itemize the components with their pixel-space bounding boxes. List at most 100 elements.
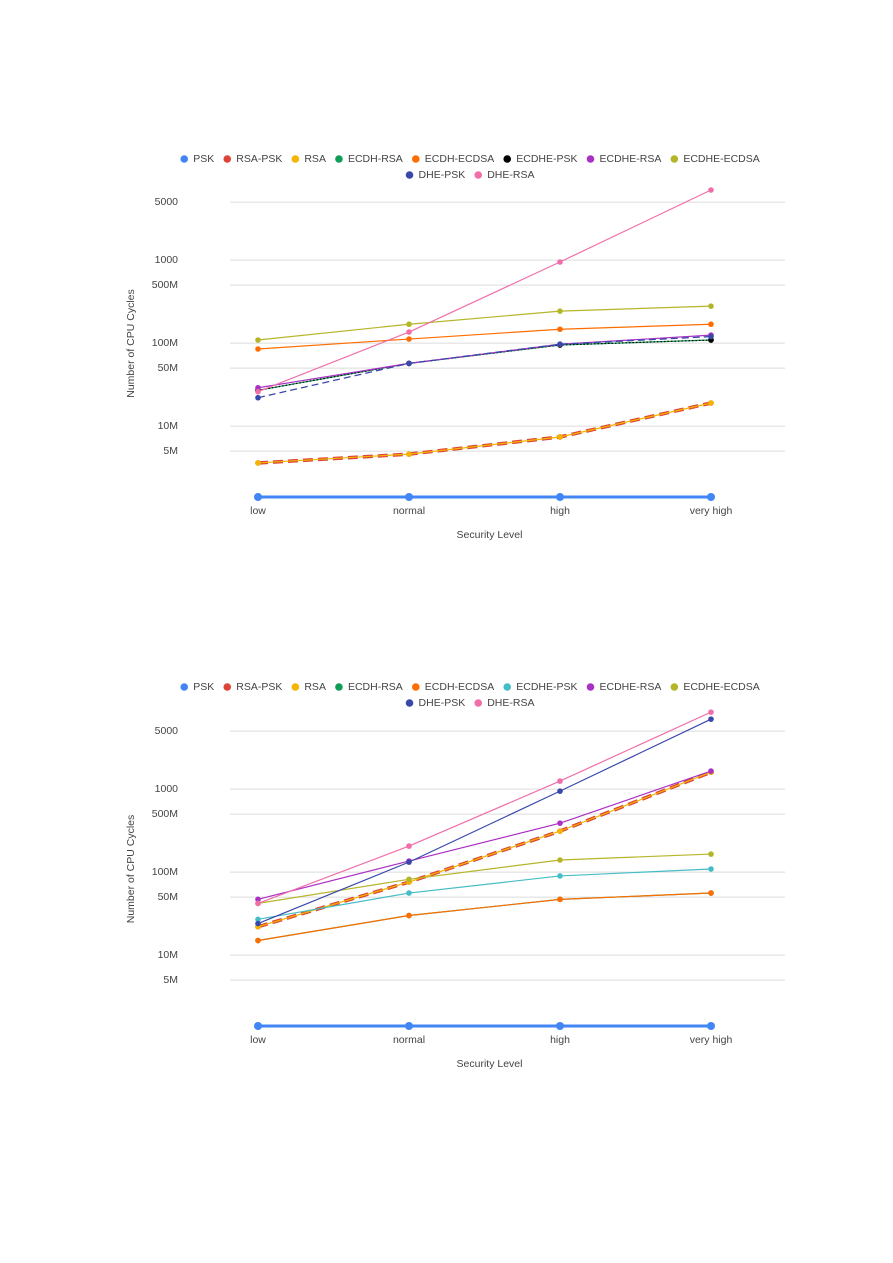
series-line (257, 770, 712, 929)
legend-label: RSA-PSK (236, 153, 282, 165)
legend-swatch (335, 683, 343, 691)
legend-label: DHE-PSK (419, 169, 466, 181)
x-tick-label: low (250, 505, 266, 517)
data-point (557, 857, 563, 863)
data-point (254, 1022, 262, 1030)
legend-swatch (411, 683, 420, 691)
legend-swatch (474, 699, 483, 707)
data-point (708, 890, 714, 896)
series-line (257, 305, 712, 341)
legend-swatch (474, 171, 483, 179)
legend-swatch (405, 699, 414, 707)
legend-label: PSK (193, 681, 214, 693)
data-point (557, 434, 563, 440)
series-line (257, 323, 712, 350)
x-tick-label: normal (393, 505, 425, 517)
data-point (255, 920, 261, 927)
x-tick-label: low (250, 1034, 266, 1046)
legend-item: ECDHE-PSK (503, 153, 577, 165)
data-point (255, 900, 261, 907)
x-tick-label: very high (690, 1034, 733, 1046)
y-tick-label: 5000 (155, 725, 179, 737)
legend-item: DHE-RSA (474, 169, 534, 181)
data-point (255, 916, 261, 923)
data-point (255, 337, 261, 343)
y-tick-label: 5M (163, 445, 178, 457)
data-point (406, 321, 412, 328)
legend-swatch (335, 155, 343, 163)
y-tick-label: 5000 (155, 196, 179, 208)
legend-item: ECDHE-RSA (586, 153, 661, 165)
y-tick-label: 50M (158, 891, 178, 903)
data-point (406, 890, 412, 896)
legend-item: DHE-PSK (405, 697, 465, 709)
data-point (406, 843, 412, 849)
y-tick-label: 500M (152, 808, 178, 820)
legend-swatch (291, 155, 300, 163)
data-point (557, 341, 563, 348)
x-axis-title: Security Level (457, 529, 523, 541)
legend-swatch (405, 171, 414, 179)
series-line (257, 335, 712, 399)
series-line (257, 770, 712, 900)
y-axis-title: Number of CPU Cycles (125, 289, 137, 398)
data-point (556, 1022, 564, 1030)
legend-label: ECDHE-RSA (599, 681, 661, 693)
data-point (255, 460, 261, 466)
series-line (257, 189, 712, 393)
legend-label: ECDHE-RSA (599, 153, 661, 165)
x-axis-title: Security Level (457, 1058, 523, 1070)
series-line (257, 868, 712, 920)
data-point (405, 493, 413, 501)
data-point (708, 400, 714, 406)
legend-item: RSA (291, 681, 326, 693)
data-point (255, 937, 261, 944)
legend-item: RSA-PSK (223, 681, 282, 693)
legend-item: PSK (180, 153, 214, 165)
data-point (708, 187, 714, 193)
data-point (406, 451, 412, 457)
y-tick-label: 1000 (155, 254, 179, 266)
legend-item: ECDH-RSA (335, 153, 403, 165)
series-line (257, 771, 712, 928)
y-tick-label: 50M (158, 362, 178, 374)
data-point (406, 360, 412, 367)
data-point (255, 394, 261, 401)
data-point (406, 876, 412, 883)
legend-swatch (503, 155, 512, 163)
data-point (254, 493, 262, 501)
data-point (557, 873, 563, 879)
legend-label: ECDH-ECDSA (425, 153, 494, 165)
chart: 5M 10M 50M 100M 500M 1000 5000 low normal high ver… (125, 153, 785, 541)
data-point (708, 768, 714, 774)
data-point (557, 308, 563, 314)
legend-label: RSA (304, 153, 326, 165)
x-tick-label: high (550, 1034, 570, 1046)
legend-swatch (411, 155, 420, 163)
data-point (557, 788, 563, 794)
data-point (557, 326, 563, 333)
x-tick-label: very high (690, 505, 733, 517)
data-point (406, 336, 412, 342)
legend-label: ECDHE-ECDSA (683, 681, 759, 693)
legend-swatch (180, 155, 189, 163)
legend-item: DHE-RSA (474, 697, 534, 709)
legend-label: RSA-PSK (236, 681, 282, 693)
data-point (255, 384, 261, 391)
data-point (708, 303, 714, 309)
legend-label: ECDHE-ECDSA (683, 153, 759, 165)
series-line (257, 711, 712, 904)
x-tick-label: normal (393, 1034, 425, 1046)
legend-item: ECDHE-ECDSA (670, 153, 760, 165)
y-tick-label: 10M (158, 949, 178, 961)
legend-swatch (503, 683, 512, 691)
data-point (557, 778, 563, 784)
data-point (557, 828, 563, 834)
data-point (557, 820, 563, 826)
series-line (257, 853, 712, 904)
legend-swatch (223, 155, 232, 163)
data-point (708, 333, 714, 340)
legend-item: ECDH-ECDSA (411, 153, 494, 165)
legend-item: ECDH-ECDSA (411, 681, 494, 693)
